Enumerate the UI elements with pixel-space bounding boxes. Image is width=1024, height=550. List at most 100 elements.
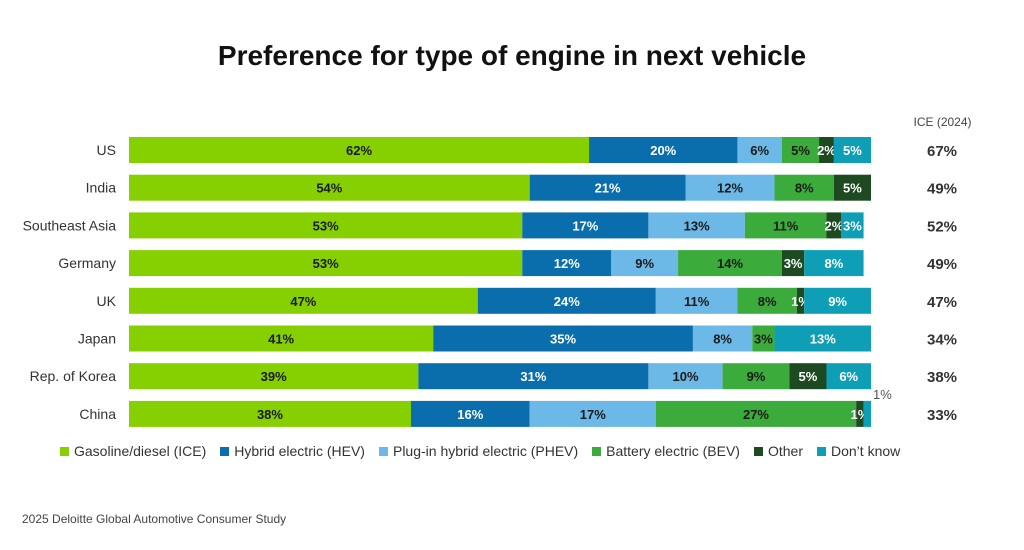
legend-swatch xyxy=(60,446,69,456)
bar-segment xyxy=(529,400,656,427)
legend-label: Plug-in hybrid electric (PHEV) xyxy=(392,443,579,459)
legend-item: Gasoline/diesel (ICE) xyxy=(60,443,206,459)
bar-segment xyxy=(678,250,782,277)
legend-swatch xyxy=(817,446,826,456)
bar-segment xyxy=(418,363,649,390)
data-label: 20% xyxy=(650,143,676,158)
legend-item: Don’t know xyxy=(817,443,900,459)
data-label: 13% xyxy=(810,332,836,347)
data-label: 39% xyxy=(261,369,287,384)
legend-item: Battery electric (BEV) xyxy=(592,443,740,459)
category-label: India xyxy=(86,180,117,196)
bar-segment xyxy=(129,363,419,390)
bar-segment xyxy=(685,174,775,201)
source-note: 2025 Deloitte Global Automotive Consumer… xyxy=(22,512,287,526)
data-label: 5% xyxy=(799,369,818,384)
bar-segment xyxy=(856,400,864,427)
data-label: 8% xyxy=(825,256,844,271)
legend-swatch xyxy=(220,446,230,456)
data-label: 13% xyxy=(684,218,710,233)
data-label: 47% xyxy=(290,294,316,309)
bar-segment xyxy=(789,363,827,390)
category-label: Rep. of Korea xyxy=(30,368,117,384)
data-label: 8% xyxy=(795,181,814,196)
legend-label: Don’t know xyxy=(831,443,901,459)
data-label: 11% xyxy=(684,294,710,309)
legend-item: Plug-in hybrid electric (PHEV) xyxy=(378,443,579,459)
ice-2024-value: 52% xyxy=(927,218,957,235)
data-label: 62% xyxy=(346,143,372,158)
data-label: 9% xyxy=(747,369,766,384)
category-label: China xyxy=(79,406,116,422)
bar-segment xyxy=(129,400,411,427)
legend-item: Hybrid electric (HEV) xyxy=(220,443,365,459)
bar-segment xyxy=(522,250,612,277)
bar-segment xyxy=(129,137,590,163)
bar-segment xyxy=(655,287,738,314)
bar-segment xyxy=(129,212,523,239)
legend-item: Other xyxy=(753,443,803,459)
data-label: 12% xyxy=(717,181,743,196)
category-label: Germany xyxy=(58,255,116,271)
data-label: 53% xyxy=(313,256,339,271)
data-label: 12% xyxy=(554,256,580,271)
data-label: 2% xyxy=(825,218,844,233)
bar-segment xyxy=(804,250,864,277)
bar-segment xyxy=(781,137,820,163)
chart-title: Preference for type of engine in next ve… xyxy=(217,40,807,71)
ice-2024-value: 38% xyxy=(927,369,957,386)
legend-label: Other xyxy=(767,443,803,459)
data-label: 14% xyxy=(717,256,743,271)
bar-segment xyxy=(410,400,530,427)
data-label: 6% xyxy=(750,143,769,158)
data-label: 38% xyxy=(257,407,283,422)
bar-segment xyxy=(737,287,797,314)
data-label: 16% xyxy=(457,407,483,422)
data-label: 2% xyxy=(817,143,836,158)
bar-segment xyxy=(589,137,738,163)
bar-segment xyxy=(752,325,775,352)
data-label: 10% xyxy=(672,369,698,384)
ice-2024-value: 34% xyxy=(927,332,957,349)
data-label: 8% xyxy=(713,332,732,347)
data-label: 5% xyxy=(791,143,810,158)
bar-segment xyxy=(804,287,871,314)
bar-segment xyxy=(433,325,693,352)
bar-segment xyxy=(648,363,723,390)
category-label: Southeast Asia xyxy=(23,217,117,233)
data-label: 27% xyxy=(743,407,769,422)
data-label: 17% xyxy=(580,407,606,422)
data-label: 54% xyxy=(316,181,342,196)
data-label: 3% xyxy=(784,256,803,271)
ice-2024-value: 49% xyxy=(927,256,957,273)
ice-2024-value: 67% xyxy=(927,143,957,160)
bar-segment xyxy=(863,400,871,427)
ice-2024-column-header: ICE (2024) xyxy=(913,115,972,129)
data-label: 11% xyxy=(773,218,799,233)
data-label: 5% xyxy=(843,143,862,158)
bar-segment xyxy=(522,212,649,239)
data-label: 21% xyxy=(595,181,621,196)
bar-segment xyxy=(129,325,434,352)
ice-2024-value: 49% xyxy=(927,181,957,198)
bar-segment xyxy=(774,174,834,201)
bar-segment xyxy=(529,174,686,201)
bar-segment xyxy=(737,137,782,163)
bar-segment xyxy=(833,174,871,201)
data-label: 3% xyxy=(843,218,862,233)
legend-label: Battery electric (BEV) xyxy=(606,443,740,459)
data-label: 17% xyxy=(572,218,598,233)
bar-segment xyxy=(826,363,871,390)
bar-segment xyxy=(655,400,857,427)
bar-segment xyxy=(774,325,871,352)
bar-segment xyxy=(692,325,753,352)
bar-segment xyxy=(129,250,523,277)
legend-swatch xyxy=(753,446,763,456)
legend: Gasoline/diesel (ICE) Hybrid electric (HE… xyxy=(60,443,900,459)
category-label: Japan xyxy=(78,331,116,347)
data-label: 9% xyxy=(828,294,847,309)
data-label: 35% xyxy=(550,332,576,347)
bar-segment xyxy=(129,174,530,201)
legend-swatch xyxy=(592,446,602,456)
